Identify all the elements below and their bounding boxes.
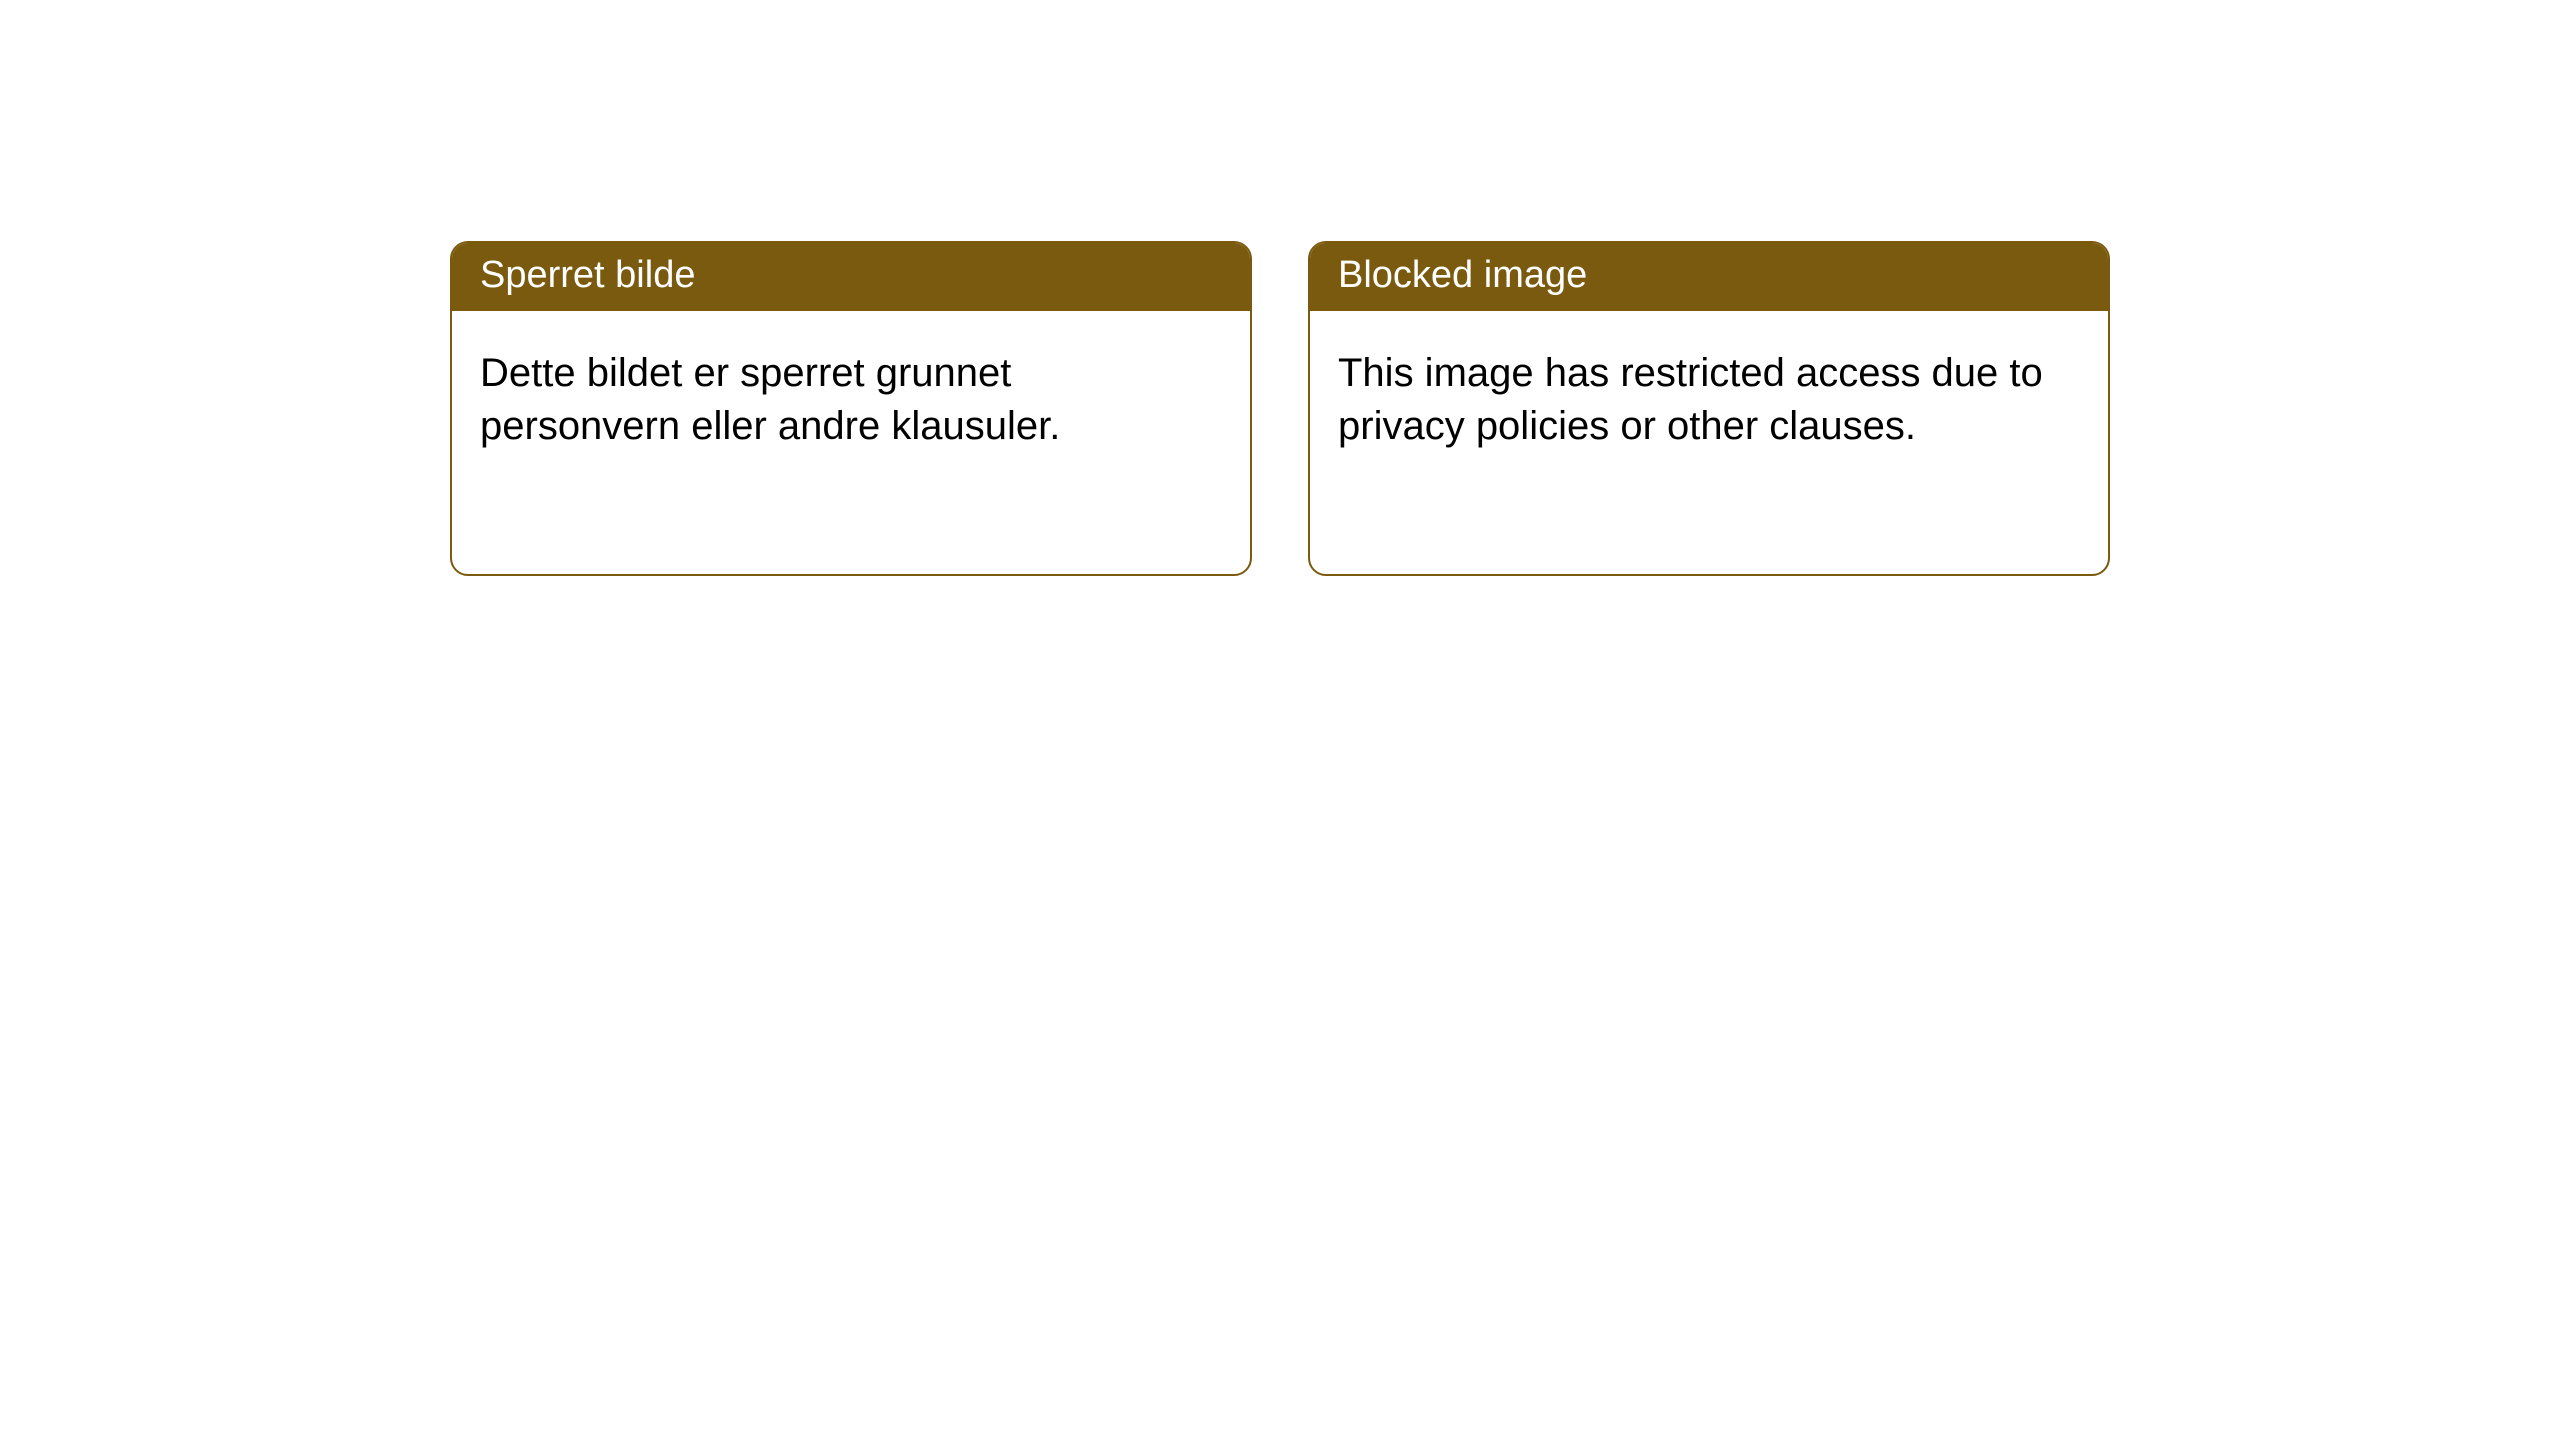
notice-title: Blocked image — [1310, 243, 2108, 311]
notice-title: Sperret bilde — [452, 243, 1250, 311]
notice-body: This image has restricted access due to … — [1310, 311, 2108, 481]
notice-card-norwegian: Sperret bilde Dette bildet er sperret gr… — [450, 241, 1252, 576]
notice-body: Dette bildet er sperret grunnet personve… — [452, 311, 1250, 481]
notice-container: Sperret bilde Dette bildet er sperret gr… — [0, 0, 2560, 576]
notice-card-english: Blocked image This image has restricted … — [1308, 241, 2110, 576]
